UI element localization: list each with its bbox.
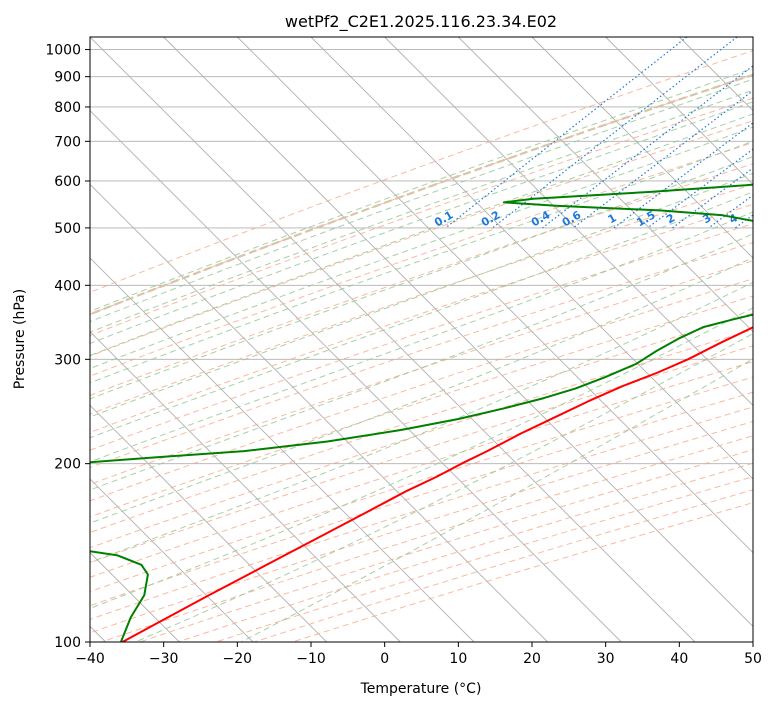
isotherm-line [90,110,622,642]
x-axis-label: Temperature (°C) [360,681,482,697]
mixing-ratio-line [492,37,738,229]
x-tick-label: 0 [380,651,389,667]
y-axis-label: Pressure (hPa) [12,289,28,389]
y-tick-label: 200 [54,457,81,473]
plot-frame [89,36,754,643]
moist-adiabat-line [90,140,753,384]
y-tick-label: 800 [54,100,81,116]
x-axis-ticks: −40 −30 −20 −10 0 10 20 30 40 50 [75,642,762,667]
moist-adiabat-line [90,126,753,370]
moist-adiabat-line [90,211,753,463]
x-tick-label: −40 [75,651,105,667]
dry-adiabat-line [90,183,753,415]
dry-adiabat-line [90,278,753,502]
moist-adiabat-line [90,67,753,312]
sounding-profiles [90,183,753,642]
isotherm-line [90,404,327,642]
moist-adiabat-line [90,281,753,563]
isotherm-line [90,257,475,642]
dry-adiabat-line [90,120,753,357]
x-tick-label: −20 [223,651,253,667]
moist-adiabat-line [90,89,753,333]
dry-adiabat-line [90,50,753,293]
mixing-ratio-line [542,65,753,229]
isotherm-line [605,37,753,185]
dry-adiabat-line [90,223,753,451]
isotherm-line [90,37,696,642]
isotherm-line [90,331,401,642]
x-tick-label: 10 [449,651,467,667]
mixing-ratio-line [572,89,753,229]
moist-adiabat-line [90,113,753,357]
x-tick-label: −30 [149,651,179,667]
isotherm-line [310,37,753,480]
dry-adiabat-line [90,260,753,485]
moist-adiabat-line [90,233,753,491]
y-tick-label: 400 [54,278,81,294]
dry-adiabat-line [90,163,753,396]
dry-adiabat-line [90,329,753,549]
moist-adiabat-line [90,257,753,524]
y-tick-label: 300 [54,352,81,368]
dry-adiabat-line [90,142,753,377]
y-tick-label: 700 [54,134,81,150]
isotherm-line [90,183,548,642]
moist-adiabat-line [135,332,753,642]
y-tick-label: 1000 [45,43,81,59]
moist-adiabats [90,67,753,642]
y-tick-label: 500 [54,221,81,237]
plot-area: 0.10.20.40.611.523410203040 [90,37,753,642]
x-tick-label: 40 [670,651,688,667]
chart-title: wetPf2_C2E1.2025.116.23.34.E02 [285,12,557,32]
moist-adiabat-line [90,78,753,323]
x-tick-label: 30 [597,651,615,667]
dry-adiabat-line [90,391,753,607]
isotherm-line [531,37,753,259]
mixing-ratio-line [672,167,753,229]
isotherm-line [384,37,753,406]
dry-adiabat-line [90,73,753,316]
x-tick-label: 20 [523,651,541,667]
profile-line [121,326,753,642]
moist-adiabat-line [240,358,753,642]
isotherm-line [237,37,753,554]
isotherm-line [163,37,753,627]
y-tick-label: 600 [54,174,81,190]
dry-adiabat-line [90,312,753,534]
isotherm-line [458,37,753,333]
dry-adiabats [90,50,753,642]
y-tick-label: 100 [54,635,81,651]
moist-adiabat-line [90,172,753,418]
y-axis-ticks: 100 200 300 400 500 600 700 800 900 1000 [45,43,90,651]
x-tick-label: 50 [744,651,762,667]
mixing-ratio-lines [445,37,753,229]
x-tick-label: −10 [296,651,326,667]
dry-adiabat-line [90,97,753,337]
y-tick-label: 900 [54,70,81,86]
